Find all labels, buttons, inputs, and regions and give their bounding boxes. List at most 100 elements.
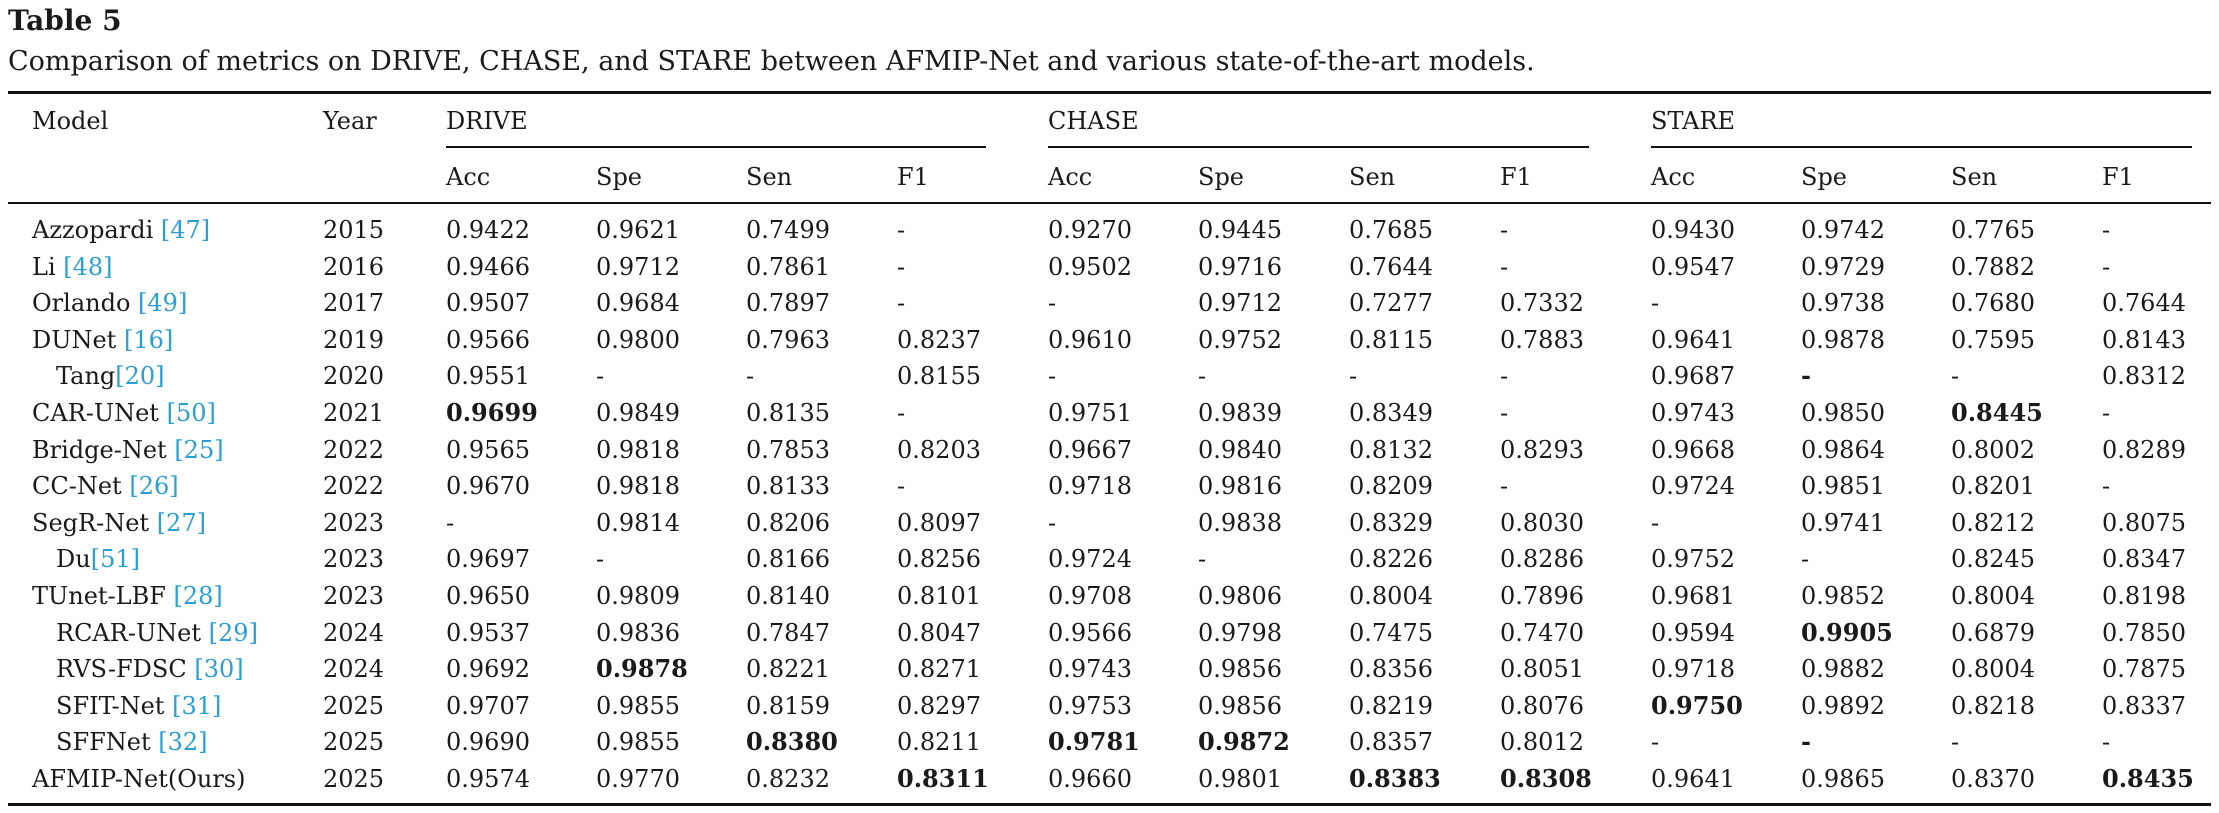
model-label: AFMIP-Net(Ours) — [32, 765, 246, 793]
metric-cell: 0.8347 — [2102, 545, 2186, 573]
metric-cell: - — [897, 216, 906, 244]
metric-cell: 0.7850 — [2102, 619, 2186, 647]
metric-cell: 0.8159 — [746, 692, 830, 720]
model-label: TUnet-LBF — [32, 582, 166, 610]
metric-cell: 0.9882 — [1801, 655, 1885, 683]
citation-link[interactable]: [26] — [129, 472, 179, 500]
metric-cell: - — [1500, 253, 1509, 281]
metric-cell: - — [1500, 472, 1509, 500]
metric-cell: 0.9681 — [1651, 582, 1735, 610]
year-cell: 2022 — [323, 472, 385, 500]
metric-cell: 0.8201 — [1951, 472, 2035, 500]
metric-cell: 0.9839 — [1198, 399, 1282, 427]
citation-link[interactable]: [30] — [194, 655, 244, 683]
metric-cell: 0.9718 — [1048, 472, 1132, 500]
model-name: SFIT-Net [31] — [56, 691, 221, 721]
metric-cell: 0.9670 — [446, 472, 530, 500]
metric-cell: 0.9551 — [446, 362, 530, 390]
metric-cell: 0.7475 — [1349, 619, 1433, 647]
metric-cell: 0.9752 — [1651, 545, 1735, 573]
year-cell: 2023 — [323, 545, 385, 573]
metric-cell: 0.8256 — [897, 545, 981, 573]
citation-link[interactable]: [28] — [173, 582, 223, 610]
metric-cell: - — [897, 253, 906, 281]
metric-header-chase-sen: Sen — [1349, 163, 1396, 191]
citation-link[interactable]: [51] — [90, 545, 140, 573]
model-label: DUNet — [32, 326, 117, 354]
metric-header-stare-acc: Acc — [1651, 163, 1696, 191]
metric-cell: 0.8221 — [746, 655, 830, 683]
citation-link[interactable]: [20] — [115, 362, 165, 390]
metric-cell: 0.7882 — [1951, 253, 2035, 281]
metric-cell: 0.8435 — [2102, 764, 2194, 793]
metric-cell: - — [596, 362, 605, 390]
metric-cell: 0.9684 — [596, 289, 680, 317]
metric-cell: 0.8135 — [746, 399, 830, 427]
metric-cell: - — [2102, 728, 2111, 756]
metric-cell: 0.9864 — [1801, 436, 1885, 464]
metric-cell: 0.9801 — [1198, 765, 1282, 793]
metric-cell: - — [2102, 253, 2111, 281]
metric-cell: 0.7963 — [746, 326, 830, 354]
metric-cell: 0.9687 — [1651, 362, 1735, 390]
year-cell: 2025 — [323, 765, 385, 793]
metric-header-chase-acc: Acc — [1048, 163, 1093, 191]
model-name: CAR-UNet [50] — [32, 398, 216, 428]
metric-header-stare-spe: Spe — [1801, 163, 1848, 191]
citation-link[interactable]: [47] — [160, 216, 211, 244]
metric-cell: 0.8132 — [1349, 436, 1433, 464]
metric-cell: 0.8101 — [897, 582, 981, 610]
model-name: Bridge-Net [25] — [32, 435, 224, 465]
model-label: Azzopardi — [32, 216, 154, 244]
metric-header-drive-sen: Sen — [746, 163, 793, 191]
metric-cell: - — [596, 545, 605, 573]
metric-cell: 0.8219 — [1349, 692, 1433, 720]
metric-cell: 0.9743 — [1651, 399, 1735, 427]
metric-cell: 0.7853 — [746, 436, 830, 464]
metric-cell: - — [1801, 545, 1810, 573]
metric-cell: 0.9707 — [446, 692, 530, 720]
metric-cell: 0.9422 — [446, 216, 530, 244]
citation-link[interactable]: [16] — [123, 326, 174, 354]
citation-link[interactable]: [49] — [138, 289, 188, 317]
metric-cell: - — [2102, 472, 2111, 500]
year-cell: 2017 — [323, 289, 385, 317]
metric-cell: 0.9574 — [446, 765, 530, 793]
year-cell: 2022 — [323, 436, 385, 464]
citation-link[interactable]: [31] — [172, 692, 222, 720]
metric-cell: - — [1198, 545, 1207, 573]
metric-cell: 0.9650 — [446, 582, 530, 610]
metric-cell: 0.9753 — [1048, 692, 1132, 720]
metric-cell: 0.9621 — [596, 216, 680, 244]
citation-link[interactable]: [48] — [63, 253, 113, 281]
metric-cell: 0.9270 — [1048, 216, 1132, 244]
metric-header-drive-f1: F1 — [897, 163, 929, 191]
citation-link[interactable]: [27] — [156, 509, 206, 537]
metric-cell: 0.8115 — [1349, 326, 1433, 354]
metric-cell: 0.8357 — [1349, 728, 1433, 756]
metric-cell: 0.7685 — [1349, 216, 1433, 244]
metric-cell: - — [1048, 362, 1057, 390]
metric-cell: 0.9752 — [1198, 326, 1282, 354]
metric-cell: 0.9798 — [1198, 619, 1282, 647]
citation-link[interactable]: [50] — [166, 399, 216, 427]
year-cell: 2019 — [323, 326, 385, 354]
metric-cell: 0.9816 — [1198, 472, 1282, 500]
table-label: Table 5 — [8, 4, 122, 37]
metric-cell: 0.8286 — [1500, 545, 1584, 573]
model-name: SFFNet [32] — [56, 727, 208, 757]
metric-cell: 0.8206 — [746, 509, 830, 537]
citation-link[interactable]: [32] — [158, 728, 208, 756]
metric-cell: 0.8140 — [746, 582, 830, 610]
metric-cell: - — [1801, 361, 1811, 390]
metric-cell: 0.9712 — [596, 253, 680, 281]
metric-cell: - — [1951, 728, 1960, 756]
metric-cell: 0.9814 — [596, 509, 680, 537]
metric-cell: 0.8097 — [897, 509, 981, 537]
metric-cell: - — [1500, 362, 1509, 390]
citation-link[interactable]: [29] — [208, 619, 258, 647]
metric-cell: - — [1500, 399, 1509, 427]
citation-link[interactable]: [25] — [174, 436, 224, 464]
metric-cell: 0.8198 — [2102, 582, 2186, 610]
metric-cell: 0.6879 — [1951, 619, 2035, 647]
